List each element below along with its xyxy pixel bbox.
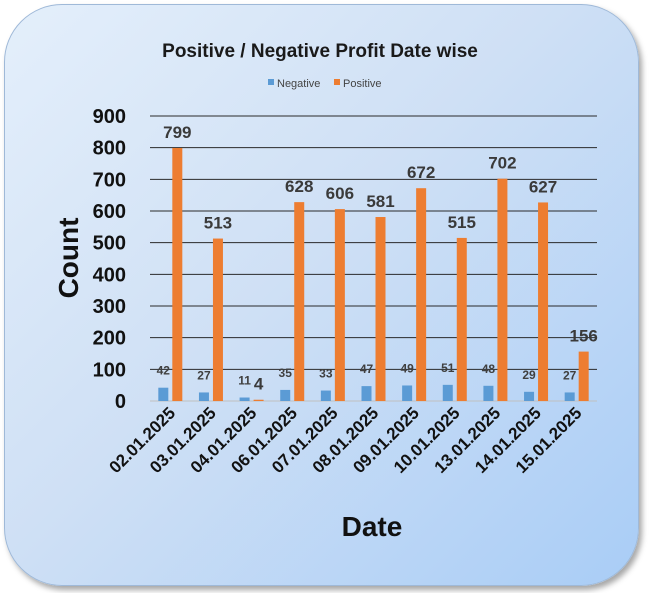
bar-negative [443, 385, 453, 401]
y-tick-label: 800 [93, 138, 126, 160]
data-label-positive: 799 [163, 123, 191, 142]
data-label-negative: 47 [360, 362, 374, 376]
legend-swatch [268, 79, 274, 85]
data-label-positive: 627 [529, 177, 557, 196]
x-axis-ticks: 02.01.202503.01.202504.01.202506.01.2025… [106, 403, 586, 477]
bar-positive [538, 202, 548, 401]
bar-positive [376, 217, 386, 401]
data-label-positive: 672 [407, 163, 435, 182]
y-axis-label: Count [53, 218, 84, 299]
bar-positive [294, 202, 304, 401]
bar-positive [335, 209, 345, 401]
data-label-positive: 581 [366, 192, 394, 211]
data-label-positive: 515 [448, 213, 476, 232]
data-label-negative: 27 [197, 368, 211, 382]
bar-positive [416, 188, 426, 401]
data-label-negative: 35 [279, 366, 293, 380]
bar-positive [457, 238, 467, 401]
bar-negative [321, 391, 331, 401]
data-label-negative: 11 [238, 374, 251, 388]
bar-positive [254, 400, 264, 401]
data-label-negative: 33 [319, 367, 333, 381]
data-label-negative: 49 [400, 361, 414, 375]
legend: Negative Positive [268, 78, 382, 90]
data-label-negative: 42 [157, 364, 171, 378]
data-label-negative: 29 [522, 368, 536, 382]
bar-negative [362, 386, 372, 401]
bar-negative [240, 398, 250, 401]
y-tick-label: 900 [93, 106, 126, 128]
y-tick-label: 400 [93, 264, 126, 286]
y-tick-label: 700 [93, 169, 126, 191]
data-label-positive: 606 [326, 184, 354, 203]
data-label-positive: 156 [569, 327, 597, 346]
legend-swatch [334, 79, 340, 85]
data-label-negative: 48 [482, 362, 496, 376]
y-axis-ticks: 0 100 200 300 400 500 600 700 800 900 [93, 106, 126, 413]
legend-label: Negative [277, 78, 320, 90]
data-label-positive: 702 [488, 154, 516, 173]
bar-negative [565, 392, 575, 401]
bar-negative [158, 388, 168, 401]
bar-negative [280, 390, 290, 401]
data-label-negative: 27 [563, 368, 577, 382]
data-label-positive: 513 [204, 214, 232, 233]
y-tick-label: 600 [93, 201, 126, 223]
x-axis-label: Date [342, 511, 403, 542]
bar-positive [172, 148, 182, 401]
y-tick-label: 500 [93, 233, 126, 255]
bar-negative [524, 392, 534, 401]
chart-title: Positive / Negative Profit Date wise [162, 41, 478, 62]
y-tick-label: 300 [93, 296, 126, 318]
bar-positive [497, 179, 507, 401]
legend-label: Positive [343, 78, 382, 90]
y-tick-label: 100 [93, 359, 126, 381]
bar-positive [213, 239, 223, 401]
bar-negative [483, 386, 493, 401]
data-label-positive: 4 [254, 375, 264, 394]
bar-negative [402, 385, 412, 401]
y-tick-label: 200 [93, 328, 126, 350]
y-tick-label: 0 [115, 391, 126, 413]
bar-negative [199, 392, 209, 401]
bar-positive [579, 352, 589, 401]
data-label-positive: 628 [285, 177, 313, 196]
data-label-negative: 51 [441, 361, 455, 375]
